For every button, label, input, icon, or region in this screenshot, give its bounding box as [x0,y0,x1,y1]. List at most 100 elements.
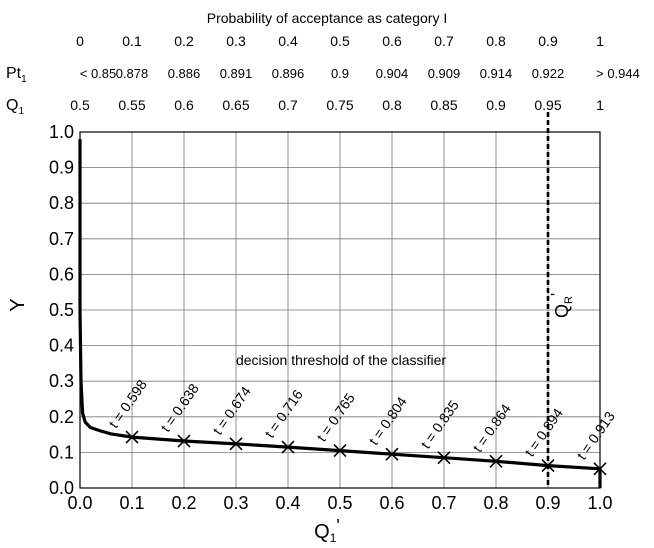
reference-line-label-prime: ' [549,293,566,296]
y-tick-label: 0.1 [49,442,74,462]
threshold-caption: decision threshold of the classifier [236,352,446,368]
top-table-cell: 0 [76,33,84,49]
top-table-cell: 0.1 [122,33,142,49]
top-table-cell: > 0.944 [596,66,640,81]
top-table-cell: < 0.85 [80,66,117,81]
x-tick-label: 0.5 [327,493,352,513]
top-table-cell: 0.65 [222,97,249,113]
top-table-row-label-main: Pt [6,65,22,82]
series-group [78,139,602,488]
threshold-point-marker [229,437,243,451]
threshold-point-marker [489,454,503,468]
top-table-cell: 0.5 [330,33,350,49]
threshold-point-marker [125,430,139,444]
y-tick-label: 0.9 [49,158,74,178]
top-table-cell: 0.8 [382,97,402,113]
top-table-cell: 0.878 [116,66,149,81]
x-axis-title: Q1' [314,516,340,545]
top-table-cell: 0.891 [220,66,253,81]
top-table-cell: 0.904 [376,66,409,81]
top-table-cell: 0.909 [428,66,461,81]
threshold-label: t = 0.804 [365,394,410,448]
threshold-point-marker [541,459,555,473]
series-line [78,139,601,471]
top-table-cell: 0.85 [430,97,457,113]
top-table-cell: 0.4 [278,33,298,49]
threshold-label: t = 0.864 [469,401,514,455]
threshold-label: t = 0.835 [417,397,462,451]
top-table-row-label: Pt1 [6,65,27,85]
threshold-point-marker [177,434,191,448]
top-table-row-label-sub: 1 [21,74,27,85]
threshold-label: t = 0.598 [105,377,150,431]
x-axis-title-sub: 1 [330,531,337,545]
threshold-markers: t = 0.598 t = 0.638 t = 0.674 t = 0.716 t = … [105,352,618,476]
y-tick-label: 0.2 [49,407,74,427]
threshold-label: t = 0.638 [157,380,202,434]
y-tick-label: 0.8 [49,193,74,213]
y-tick-label: 0.3 [49,371,74,391]
y-tick-label: 0.5 [49,300,74,320]
y-tick-label: 0.7 [49,229,74,249]
reference-line-label-main: Q [552,304,572,318]
top-table-cell: 1 [596,33,604,49]
top-table-cell: 0.886 [168,66,201,81]
x-tick-label: 0.8 [483,493,508,513]
top-table-cell: 0.3 [226,33,246,49]
x-tick-label: 0.0 [67,493,92,513]
threshold-label: t = 0.913 [573,408,618,462]
top-table-cell: 0.914 [480,66,513,81]
axis-titles: Q1' Y [7,298,340,545]
top-table-cell: 0.2 [174,33,194,49]
top-table-cell: 0.922 [532,66,565,81]
threshold-point-marker [281,440,295,454]
grid [79,131,601,489]
top-table-cell: 0.6 [382,33,402,49]
x-tick-label: 1.0 [587,493,612,513]
top-table-cell: 1 [596,97,604,113]
top-table-cell: 0.8 [486,33,506,49]
threshold-label: t = 0.716 [261,386,306,440]
top-table-cell: 0.7 [278,97,298,113]
y-tick-label: 1.0 [49,122,74,142]
top-table-cell: 0.9 [486,97,506,113]
top-table-row-label: Q1 [6,97,24,117]
x-tick-label: 0.3 [223,493,248,513]
y-tick-label: 0.6 [49,264,74,284]
threshold-label: t = 0.894 [521,405,566,459]
threshold-point-marker [333,444,347,458]
reference-line-label-sub: R [563,296,575,304]
threshold-point-marker [593,462,607,476]
x-tick-label: 0.6 [379,493,404,513]
top-table-cell: 0.7 [434,33,454,49]
y-tick-label: 0.0 [49,478,74,498]
tick-labels: 0.0 0.1 0.2 0.3 0.4 0.5 0.6 0.7 0.8 0.9 1.0 0.0 0.1 0… [49,122,613,513]
x-tick-label: 0.1 [119,493,144,513]
top-table-row-label-sub: 1 [18,106,24,117]
threshold-point-marker [437,451,451,465]
threshold-point-marker [385,447,399,461]
x-tick-label: 0.7 [431,493,456,513]
top-table-cell: 0.896 [272,66,305,81]
top-table-cell: 0.6 [174,97,194,113]
top-table-cell: 0.55 [118,97,145,113]
y-axis-title: Y [7,298,29,311]
top-table-cell: 0.9 [538,33,558,49]
y-tick-label: 0.4 [49,336,74,356]
reference-line-group: QR' [546,112,575,488]
x-tick-label: 0.4 [275,493,300,513]
reference-line-label: QR' [549,293,575,318]
top-table-cell: 0.75 [326,97,353,113]
x-axis-title-prime: ' [336,516,339,536]
top-table-title: Probability of acceptance as category I [207,10,447,26]
top-table-cell: 0.9 [331,66,349,81]
top-table-row-label-main: Q [6,97,18,114]
top-table: Probability of acceptance as category I 0… [6,10,640,117]
x-axis-title-main: Q [314,521,330,543]
x-tick-label: 0.2 [171,493,196,513]
x-tick-label: 0.9 [535,493,560,513]
threshold-label: t = 0.674 [209,383,254,437]
top-table-cell: 0.95 [534,97,561,113]
top-table-cell: 0.5 [70,97,90,113]
